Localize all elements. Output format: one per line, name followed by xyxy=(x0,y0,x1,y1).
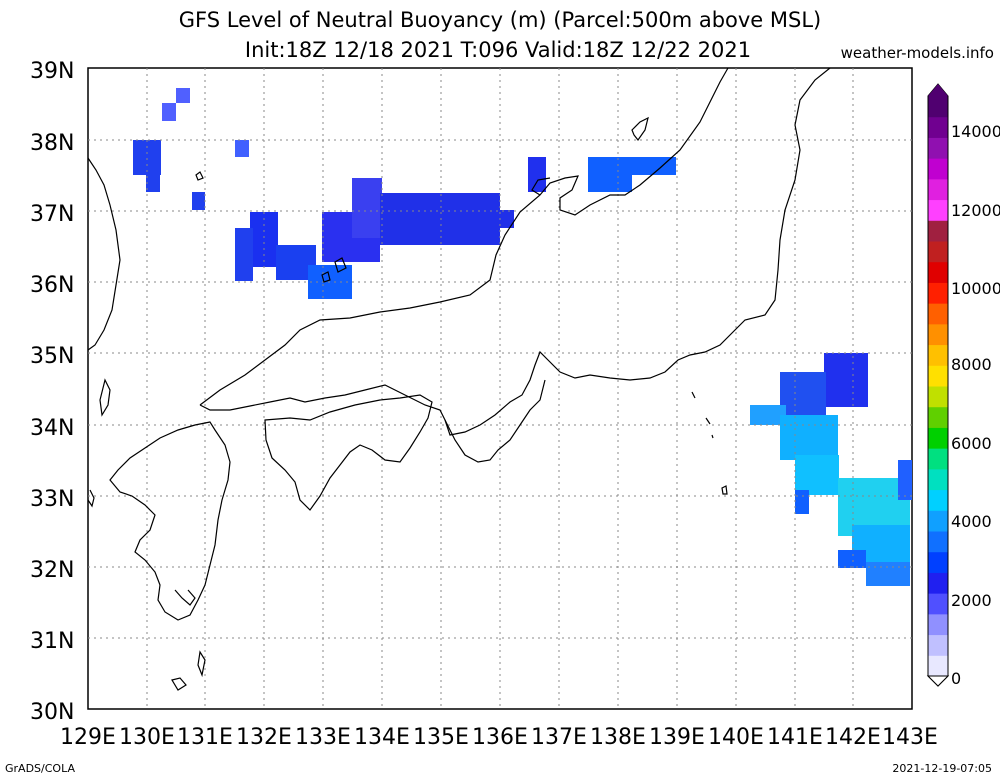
lon-label: 143E xyxy=(882,725,938,750)
lnb-shading-east xyxy=(750,353,912,586)
korea-coast xyxy=(87,157,121,351)
oshima-isle xyxy=(721,485,728,495)
chart-title-line2: Init:18Z 12/18 2021 T:096 Valid:18Z 12/2… xyxy=(244,38,752,62)
lat-label: 39N xyxy=(30,59,74,84)
lat-label: 32N xyxy=(30,558,74,583)
noto-peninsula xyxy=(531,177,551,196)
tanegashima xyxy=(197,650,206,678)
lat-label: 33N xyxy=(30,487,74,512)
colorbar-segment xyxy=(928,137,948,159)
colorbar-segment xyxy=(928,282,948,304)
lon-label: 135E xyxy=(413,725,469,750)
colorbar-bottom-arrow xyxy=(926,675,950,687)
oki-islands xyxy=(334,257,347,273)
kyushu-coast xyxy=(109,421,231,621)
colorbar-label: 8000 xyxy=(951,355,992,374)
colorbar-label: 4000 xyxy=(951,512,992,531)
kyushu-bay xyxy=(174,589,196,606)
shikoku-coast xyxy=(264,394,433,511)
colorbar xyxy=(926,83,950,687)
lat-label: 35N xyxy=(30,344,74,369)
lat-label: 34N xyxy=(30,416,74,441)
lat-axis: 39N 38N 37N 36N 35N 34N 33N 32N 31N 30N xyxy=(30,59,74,725)
colorbar-segment xyxy=(928,613,948,636)
colorbar-segment xyxy=(928,386,948,408)
colorbar-label: 10000 xyxy=(951,279,1000,298)
colorbar-top-arrow xyxy=(928,84,948,96)
lnb-shading-north xyxy=(133,88,676,299)
colorbar-segment xyxy=(928,96,948,118)
colorbar-segment xyxy=(928,468,948,491)
colorbar-segment xyxy=(928,510,948,532)
colorbar-segment xyxy=(928,220,948,242)
coastlines xyxy=(87,67,831,691)
lon-label: 131E xyxy=(177,725,233,750)
lat-label: 37N xyxy=(30,202,74,227)
lat-label: 30N xyxy=(30,700,74,725)
colorbar-segment xyxy=(928,303,948,325)
colorbar-segment xyxy=(928,655,948,677)
lon-label: 136E xyxy=(472,725,528,750)
colorbar-label: 2000 xyxy=(951,591,992,610)
colorbar-segment xyxy=(928,261,948,283)
lon-label: 139E xyxy=(649,725,705,750)
colorbar-segment xyxy=(928,199,948,221)
lon-axis: 129E 130E 131E 132E 133E 134E 135E 136E … xyxy=(60,725,938,750)
colorbar-segment xyxy=(928,427,948,449)
lat-label: 38N xyxy=(30,131,74,156)
honshu-east-coast xyxy=(199,67,831,436)
colorbar-segment xyxy=(928,344,948,366)
lon-label: 141E xyxy=(767,725,823,750)
chart-title-line1: GFS Level of Neutral Buoyancy (m) (Parce… xyxy=(178,8,822,32)
credit-label[interactable]: weather-models.info xyxy=(840,44,994,62)
colorbar-label: 0 xyxy=(951,669,961,688)
lon-label: 130E xyxy=(119,725,175,750)
lon-label: 129E xyxy=(60,725,116,750)
footer-grads: GrADS/COLA xyxy=(5,762,75,775)
colorbar-segment xyxy=(928,572,948,594)
colorbar-segment xyxy=(928,241,948,263)
small-isle-2 xyxy=(321,271,331,283)
lon-label: 142E xyxy=(825,725,881,750)
colorbar-segment xyxy=(928,551,948,573)
honshu-north-coast xyxy=(199,67,729,406)
colorbar-label: 14000 xyxy=(951,122,1000,141)
lat-label: 36N xyxy=(30,273,74,298)
footer-timestamp: 2021-12-19-07:05 xyxy=(892,762,992,775)
sado-island xyxy=(631,116,649,142)
lon-label: 132E xyxy=(236,725,292,750)
colorbar-segment xyxy=(928,531,948,553)
small-isle-1 xyxy=(195,171,204,181)
colorbar-segment xyxy=(928,178,948,201)
colorbar-segment xyxy=(928,365,948,387)
lon-label: 137E xyxy=(531,725,587,750)
yakushima xyxy=(171,677,187,691)
colorbar-label: 12000 xyxy=(951,201,1000,220)
colorbar-segment xyxy=(928,489,948,511)
goto-islands xyxy=(87,489,95,508)
colorbar-segment xyxy=(928,323,948,346)
kii-peninsula xyxy=(444,379,546,463)
lon-label: 138E xyxy=(590,725,646,750)
colorbar-segment xyxy=(928,634,948,656)
izu-islands xyxy=(691,391,714,439)
colorbar-labels: 14000 12000 10000 8000 6000 4000 2000 0 xyxy=(951,122,1000,688)
grid xyxy=(88,68,912,709)
lon-label: 133E xyxy=(295,725,351,750)
colorbar-label: 6000 xyxy=(951,434,992,453)
colorbar-segment xyxy=(928,593,948,615)
colorbar-segment xyxy=(928,406,948,428)
lat-label: 31N xyxy=(30,629,74,654)
colorbar-segment xyxy=(928,448,948,470)
lon-label: 134E xyxy=(354,725,410,750)
lon-label: 140E xyxy=(708,725,764,750)
colorbar-segment xyxy=(928,158,948,180)
tsushima-island xyxy=(99,378,111,417)
colorbar-segment xyxy=(928,116,948,138)
